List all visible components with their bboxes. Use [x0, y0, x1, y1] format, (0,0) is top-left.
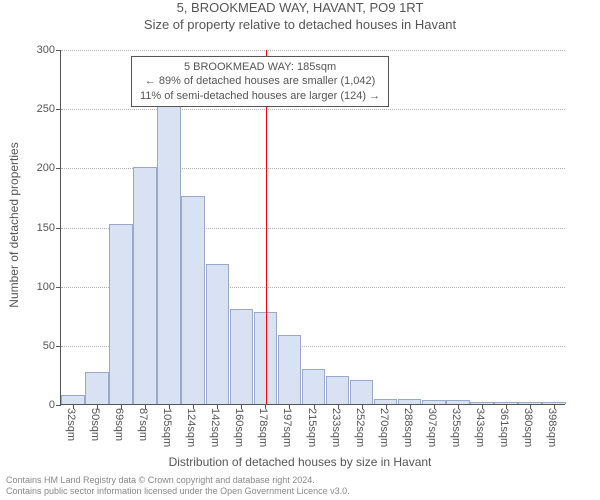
annotation-line-3: 11% of semi-detached houses are larger (… — [140, 89, 380, 103]
plot-area: 05010015020025030032sqm50sqm69sqm87sqm10… — [60, 50, 565, 405]
x-axis-label: Distribution of detached houses by size … — [0, 455, 600, 469]
ytick-label: 300 — [37, 44, 61, 56]
xtick-label: 197sqm — [281, 408, 293, 447]
histogram-bar — [206, 264, 230, 404]
ytick-label: 100 — [37, 281, 61, 293]
xtick-label: 270sqm — [378, 408, 390, 447]
xtick-label: 178sqm — [257, 408, 269, 447]
ytick-label: 150 — [37, 222, 61, 234]
xtick-label: 142sqm — [209, 408, 221, 447]
histogram-bar — [133, 167, 157, 404]
xtick-label: 307sqm — [426, 408, 438, 447]
histogram-bar — [350, 380, 374, 404]
histogram-bar — [85, 372, 109, 404]
xtick-label: 233sqm — [330, 408, 342, 447]
xtick-label: 50sqm — [89, 408, 101, 441]
xtick-label: 32sqm — [65, 408, 77, 441]
xtick-label: 343sqm — [474, 408, 486, 447]
histogram-bar — [230, 309, 254, 404]
xtick-label: 398sqm — [546, 408, 558, 447]
footer-line-1: Contains HM Land Registry data © Crown c… — [6, 475, 350, 485]
histogram-bar — [109, 224, 133, 404]
ytick-label: 250 — [37, 103, 61, 115]
xtick-label: 325sqm — [450, 408, 462, 447]
xtick-label: 252sqm — [354, 408, 366, 447]
annotation-box: 5 BROOKMEAD WAY: 185sqm← 89% of detached… — [131, 56, 389, 107]
ytick-label: 0 — [49, 399, 61, 411]
ytick-label: 200 — [37, 162, 61, 174]
gridline — [61, 109, 565, 110]
xtick-label: 215sqm — [306, 408, 318, 447]
chart-subtitle: Size of property relative to detached ho… — [0, 17, 600, 32]
gridline — [61, 50, 565, 51]
y-axis-label: Number of detached properties — [7, 142, 21, 307]
histogram-bar — [326, 376, 350, 404]
plot-inner: 05010015020025030032sqm50sqm69sqm87sqm10… — [60, 50, 565, 405]
xtick-label: 105sqm — [161, 408, 173, 447]
histogram-bar — [157, 105, 181, 404]
footer-attribution: Contains HM Land Registry data © Crown c… — [6, 475, 350, 496]
footer-line-2: Contains public sector information licen… — [6, 486, 350, 496]
ytick-label: 50 — [43, 340, 61, 352]
xtick-label: 380sqm — [522, 408, 534, 447]
xtick-label: 160sqm — [233, 408, 245, 447]
xtick-label: 87sqm — [137, 408, 149, 441]
annotation-line-1: 5 BROOKMEAD WAY: 185sqm — [140, 60, 380, 74]
xtick-label: 288sqm — [402, 408, 414, 447]
histogram-bar — [302, 369, 326, 405]
xtick-label: 124sqm — [185, 408, 197, 447]
histogram-bar — [181, 196, 205, 404]
histogram-bar — [278, 335, 302, 404]
chart-title: 5, BROOKMEAD WAY, HAVANT, PO9 1RT — [0, 0, 600, 15]
histogram-bar — [61, 395, 85, 404]
xtick-label: 361sqm — [498, 408, 510, 447]
xtick-label: 69sqm — [113, 408, 125, 441]
annotation-line-2: ← 89% of detached houses are smaller (1,… — [140, 74, 380, 88]
